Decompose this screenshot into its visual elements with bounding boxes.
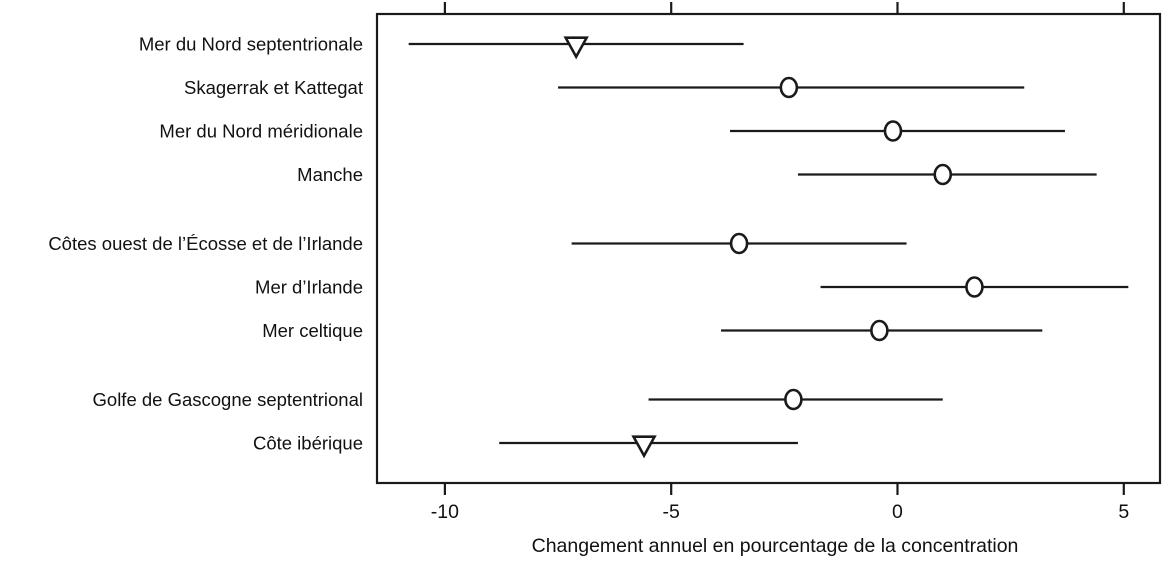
data-row: Côtes ouest de l’Écosse et de l’Irlande [48,232,907,255]
marker-circle [883,120,903,142]
marker-circle [784,388,803,411]
category-label: Mer d’Irlande [255,277,363,298]
data-row: Mer celtique [262,319,1043,342]
marker-circle [779,76,799,99]
marker-triangle-down [631,435,657,459]
plot-rows: Mer du Nord septentrionale Skagerrak et K… [48,34,1129,459]
category-label: Côte ibérique [253,433,363,454]
data-row: Manche [297,163,1097,186]
marker-triangle-down [563,36,589,60]
x-axis-tick-label: 0 [892,501,903,523]
category-label: Mer du Nord méridionale [159,121,363,142]
data-row: Golfe de Gascogne septentrional [93,388,943,411]
marker-circle [729,232,749,255]
x-axis: -10 -5 0 5 [431,2,1129,523]
category-label: Manche [297,164,363,185]
x-axis-tick-label: -10 [431,501,459,523]
marker-circle [965,276,984,298]
data-row: Skagerrak et Kattegat [184,76,1025,99]
data-row: Mer du Nord méridionale [159,120,1065,142]
category-label: Mer du Nord septentrionale [139,34,363,55]
x-axis-title: Changement annuel en pourcentage de la c… [532,535,1019,557]
x-axis-tick-label: 5 [1118,501,1129,523]
x-axis-tick-label: -5 [663,501,680,523]
data-row: Mer du Nord septentrionale [139,34,744,60]
category-label: Côtes ouest de l’Écosse et de l’Irlande [48,233,363,254]
data-row: Côte ibérique [253,433,798,459]
category-label: Mer celtique [262,320,363,341]
data-row: Mer d’Irlande [255,276,1129,298]
category-label: Golfe de Gascogne septentrional [93,389,363,410]
category-label: Skagerrak et Kattegat [184,77,363,98]
marker-circle [870,319,889,342]
plot-border [375,12,1162,485]
marker-circle [933,163,953,186]
